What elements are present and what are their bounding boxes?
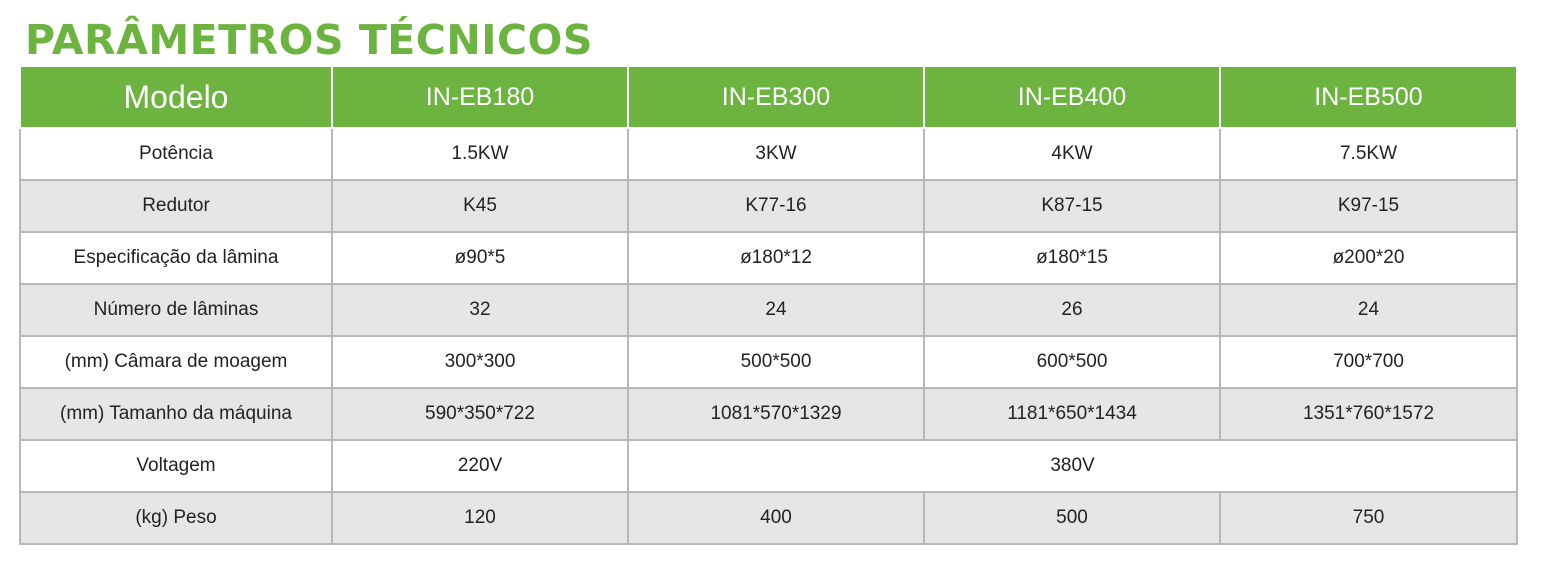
table-cell: 1.5KW [331,127,629,181]
table-cell: ø200*20 [1219,231,1518,285]
table-cell: K87-15 [923,179,1221,233]
header-cell: IN-EB300 [627,67,925,129]
table-cell: 24 [627,283,925,337]
table-row: Redutor K45 K77-16 K87-15 K97-15 [19,179,1518,233]
table-cell: K77-16 [627,179,925,233]
table-row: (mm) Câmara de moagem 300*300 500*500 600*5… [19,335,1518,389]
row-label: Potência [19,127,333,181]
table-cell: 1181*650*1434 [923,387,1221,441]
table-cell: 500 [923,491,1221,545]
table-cell: 400 [627,491,925,545]
table-cell: 600*500 [923,335,1221,389]
table-row: Especificação da lâmina ø90*5 ø180*12 ø180*… [19,231,1518,285]
table-cell: 380V [627,439,1518,493]
table-row: (kg) Peso 120 400 500 750 [19,491,1518,545]
table-cell: 26 [923,283,1221,337]
table-cell: 1081*570*1329 [627,387,925,441]
table-cell: 7.5KW [1219,127,1518,181]
row-label: Redutor [19,179,333,233]
table-cell: K45 [331,179,629,233]
row-label: Número de lâminas [19,283,333,337]
table-cell: 1351*760*1572 [1219,387,1518,441]
table-cell: 750 [1219,491,1518,545]
table-cell: 120 [331,491,629,545]
table-cell: 500*500 [627,335,925,389]
header-cell: IN-EB500 [1219,67,1518,129]
table-cell: ø90*5 [331,231,629,285]
header-cell: IN-EB400 [923,67,1221,129]
page-title: PARÂMETROS TÉCNICOS [25,16,593,64]
table-cell: K97-15 [1219,179,1518,233]
table-cell: 24 [1219,283,1518,337]
row-label: Voltagem [19,439,333,493]
table-cell: 300*300 [331,335,629,389]
table-row: Potência 1.5KW 3KW 4KW 7.5KW [19,127,1518,181]
table-row: (mm) Tamanho da máquina 590*350*722 1081*5… [19,387,1518,441]
table-cell: 590*350*722 [331,387,629,441]
table-row: Voltagem 220V 380V [19,439,1518,493]
table-cell: 700*700 [1219,335,1518,389]
table-row: Número de lâminas 32 24 26 24 [19,283,1518,337]
row-label: (kg) Peso [19,491,333,545]
row-label: (mm) Tamanho da máquina [19,387,333,441]
table-cell: 4KW [923,127,1221,181]
header-row: Modelo IN-EB180 IN-EB300 IN-EB400 IN-EB500 [19,67,1518,129]
row-label: (mm) Câmara de moagem [19,335,333,389]
table-cell: ø180*15 [923,231,1221,285]
table-cell: 220V [331,439,629,493]
table-cell: 3KW [627,127,925,181]
table-cell: 32 [331,283,629,337]
header-cell: IN-EB180 [331,67,629,129]
row-label: Especificação da lâmina [19,231,333,285]
table-cell: ø180*12 [627,231,925,285]
spec-table: Modelo IN-EB180 IN-EB300 IN-EB400 IN-EB500 Po… [19,67,1518,545]
header-cell: Modelo [19,67,333,129]
